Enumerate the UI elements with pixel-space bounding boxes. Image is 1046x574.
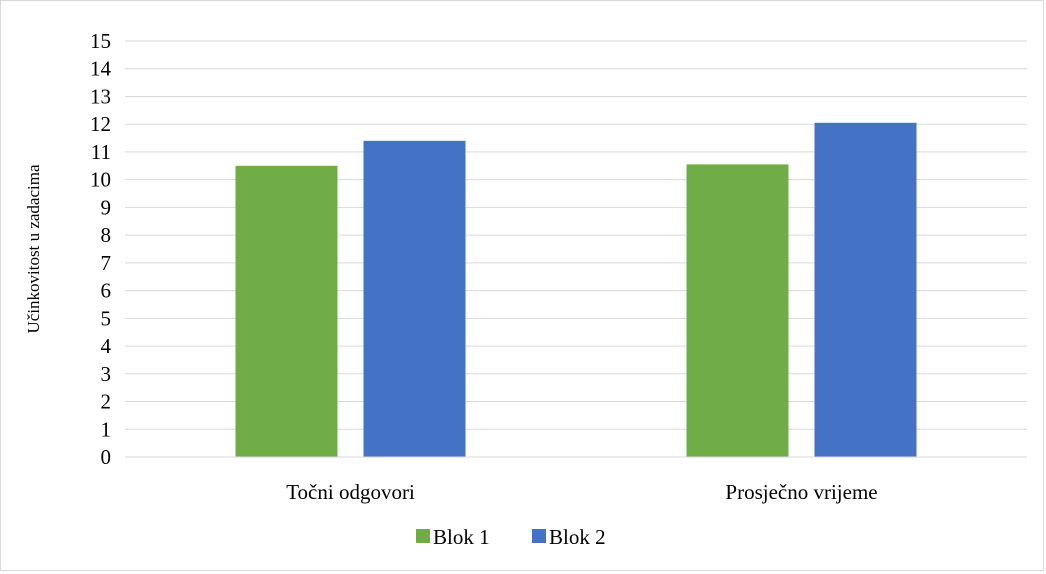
y-tick-label: 5 bbox=[101, 306, 112, 330]
y-tick-label: 11 bbox=[91, 140, 111, 164]
y-tick-label: 7 bbox=[101, 251, 112, 275]
y-tick-label: 14 bbox=[90, 57, 112, 81]
y-tick-label: 0 bbox=[101, 445, 112, 469]
y-tick-label: 13 bbox=[90, 84, 111, 108]
legend-swatch-1 bbox=[416, 529, 430, 543]
y-axis-title: Učinkovitost u zadacima bbox=[24, 164, 43, 333]
x-axis-categories: Točni odgovori Prosječno vrijeme bbox=[286, 480, 877, 504]
bar-2-1 bbox=[363, 140, 466, 457]
y-tick-label: 8 bbox=[101, 223, 112, 247]
legend-swatch-2 bbox=[532, 529, 546, 543]
legend: Blok 1 Blok 2 bbox=[416, 525, 606, 549]
bars bbox=[235, 122, 917, 458]
y-tick-label: 15 bbox=[90, 29, 111, 53]
bar-2-2 bbox=[814, 122, 917, 458]
legend-label-1: Blok 1 bbox=[433, 525, 490, 549]
y-tick-label: 9 bbox=[101, 195, 112, 219]
y-tick-label: 2 bbox=[101, 390, 112, 414]
x-category-label: Točni odgovori bbox=[286, 480, 415, 504]
bar-1-1 bbox=[235, 165, 338, 458]
legend-label-2: Blok 2 bbox=[549, 525, 606, 549]
bar-1-2 bbox=[686, 164, 789, 457]
y-tick-label: 12 bbox=[90, 112, 111, 136]
y-tick-label: 1 bbox=[101, 417, 112, 441]
y-tick-label: 4 bbox=[101, 334, 112, 358]
y-tick-label: 6 bbox=[101, 279, 112, 303]
x-category-label: Prosječno vrijeme bbox=[725, 480, 877, 504]
y-tick-label: 3 bbox=[101, 362, 112, 386]
y-tick-label: 10 bbox=[90, 168, 111, 192]
